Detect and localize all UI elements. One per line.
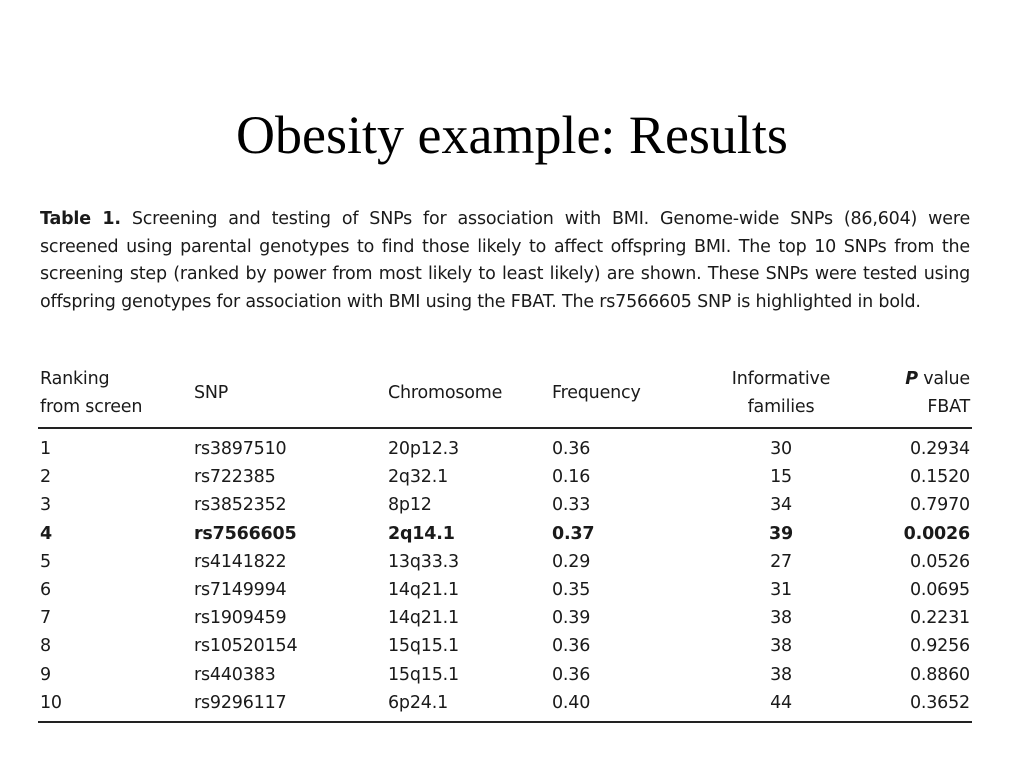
results-table: Ranking from screen SNP Chromosome Frequ… xyxy=(38,365,972,724)
table-header: Ranking from screen SNP Chromosome Frequ… xyxy=(38,365,972,429)
cell-chromosome: 2q32.1 xyxy=(388,467,449,488)
cell-rank: 5 xyxy=(40,551,51,572)
cell-chromosome: 6p24.1 xyxy=(386,688,550,724)
cell-rank: 2 xyxy=(40,467,51,488)
cell-frequency: 0.36 xyxy=(552,664,591,685)
cell-frequency: 0.36 xyxy=(552,636,591,657)
cell-frequency: 0.40 xyxy=(550,688,704,724)
cell-families: 38 xyxy=(770,608,792,629)
cell-rank: 10 xyxy=(38,688,192,724)
cell-frequency: 0.33 xyxy=(552,495,591,516)
table-row: 3 rs3852352 8p12 0.33 34 0.7970 xyxy=(38,491,972,519)
cell-pvalue: 0.9256 xyxy=(909,636,970,657)
results-table-container: Ranking from screen SNP Chromosome Frequ… xyxy=(38,365,972,724)
table-row: 1 rs3897510 20p12.3 0.36 30 0.2934 xyxy=(38,428,972,463)
table-row-highlighted: 4 rs7566605 2q14.1 0.37 39 0.0026 xyxy=(38,520,972,548)
table-row: 8 rs10520154 15q15.1 0.36 38 0.9256 xyxy=(38,632,972,660)
header-pvalue-line1: P value xyxy=(860,365,970,393)
header-pvalue-rest: value xyxy=(917,369,970,389)
header-snp: SNP xyxy=(192,365,386,429)
table-row: 6 rs7149994 14q21.1 0.35 31 0.0695 xyxy=(38,576,972,604)
cell-snp: rs10520154 xyxy=(194,636,298,657)
cell-pvalue: 0.1520 xyxy=(909,467,970,488)
cell-frequency: 0.16 xyxy=(552,467,591,488)
table-caption: Table 1. Screening and testing of SNPs f… xyxy=(40,206,970,316)
header-pvalue-line2: FBAT xyxy=(927,397,970,417)
cell-chromosome: 20p12.3 xyxy=(388,439,459,459)
cell-pvalue: 0.0526 xyxy=(909,551,970,572)
cell-rank: 4 xyxy=(40,523,52,544)
table-row: 9 rs440383 15q15.1 0.36 38 0.8860 xyxy=(38,661,972,689)
cell-chromosome: 2q14.1 xyxy=(388,523,455,544)
cell-frequency: 0.35 xyxy=(552,580,591,601)
cell-snp: rs3897510 xyxy=(194,439,287,459)
cell-frequency: 0.39 xyxy=(552,608,591,629)
table-row: 10 rs9296117 6p24.1 0.40 44 0.3652 xyxy=(38,688,972,724)
cell-pvalue: 0.2231 xyxy=(909,608,970,629)
header-row: Ranking from screen SNP Chromosome Frequ… xyxy=(38,365,972,429)
cell-pvalue: 0.8860 xyxy=(909,664,970,685)
table-row: 5 rs4141822 13q33.3 0.29 27 0.0526 xyxy=(38,548,972,576)
cell-rank: 1 xyxy=(40,439,51,459)
slide-title: Obesity example: Results xyxy=(236,105,788,165)
cell-frequency: 0.36 xyxy=(552,439,591,459)
cell-rank: 3 xyxy=(40,495,51,516)
header-ranking-line2: from screen xyxy=(40,397,143,417)
table-row: 7 rs1909459 14q21.1 0.39 38 0.2231 xyxy=(38,604,972,632)
cell-families: 34 xyxy=(770,495,792,516)
cell-rank: 6 xyxy=(40,580,51,601)
cell-chromosome: 15q15.1 xyxy=(388,664,459,685)
cell-pvalue: 0.0026 xyxy=(903,523,971,544)
cell-rank: 7 xyxy=(40,608,51,629)
cell-rank: 8 xyxy=(40,636,51,657)
header-families-line1: Informative xyxy=(731,369,831,389)
cell-frequency: 0.37 xyxy=(552,523,595,544)
cell-chromosome: 8p12 xyxy=(388,495,432,516)
cell-families: 39 xyxy=(769,523,793,544)
cell-rank: 9 xyxy=(40,664,51,685)
cell-families: 31 xyxy=(770,580,792,601)
cell-frequency: 0.29 xyxy=(552,551,591,572)
cell-snp: rs722385 xyxy=(194,467,276,488)
cell-snp: rs7149994 xyxy=(194,580,287,601)
cell-snp: rs3852352 xyxy=(194,495,287,516)
cell-chromosome: 14q21.1 xyxy=(388,608,459,629)
cell-chromosome: 14q21.1 xyxy=(388,580,459,601)
cell-pvalue: 0.0695 xyxy=(909,580,970,601)
cell-pvalue: 0.2934 xyxy=(909,439,970,459)
header-ranking: Ranking from screen xyxy=(38,365,192,429)
header-pvalue-p: P xyxy=(905,369,918,389)
cell-pvalue: 0.7970 xyxy=(909,495,970,516)
cell-families: 30 xyxy=(770,439,792,459)
cell-families: 27 xyxy=(770,551,792,572)
cell-snp: rs7566605 xyxy=(194,523,297,544)
cell-snp: rs1909459 xyxy=(194,608,287,629)
cell-snp: rs440383 xyxy=(194,664,276,685)
cell-families: 44 xyxy=(704,688,858,724)
caption-text: Screening and testing of SNPs for associ… xyxy=(40,209,971,312)
cell-pvalue: 0.3652 xyxy=(858,688,972,724)
header-ranking-line1: Ranking xyxy=(40,369,110,389)
cell-families: 15 xyxy=(770,467,792,488)
header-pvalue: P value FBAT xyxy=(858,365,972,429)
header-families: Informative families xyxy=(704,365,858,429)
cell-families: 38 xyxy=(770,636,792,657)
table-row: 2 rs722385 2q32.1 0.16 15 0.1520 xyxy=(38,463,972,491)
cell-snp: rs9296117 xyxy=(192,688,386,724)
table-body: 1 rs3897510 20p12.3 0.36 30 0.2934 2 rs7… xyxy=(38,428,972,724)
cell-snp: rs4141822 xyxy=(194,551,287,572)
cell-chromosome: 13q33.3 xyxy=(388,551,459,572)
header-frequency: Frequency xyxy=(550,365,704,429)
header-families-line2: families xyxy=(747,397,815,417)
header-chromosome: Chromosome xyxy=(386,365,550,429)
cell-families: 38 xyxy=(770,664,792,685)
cell-chromosome: 15q15.1 xyxy=(388,636,459,657)
caption-label: Table 1. xyxy=(40,209,121,229)
